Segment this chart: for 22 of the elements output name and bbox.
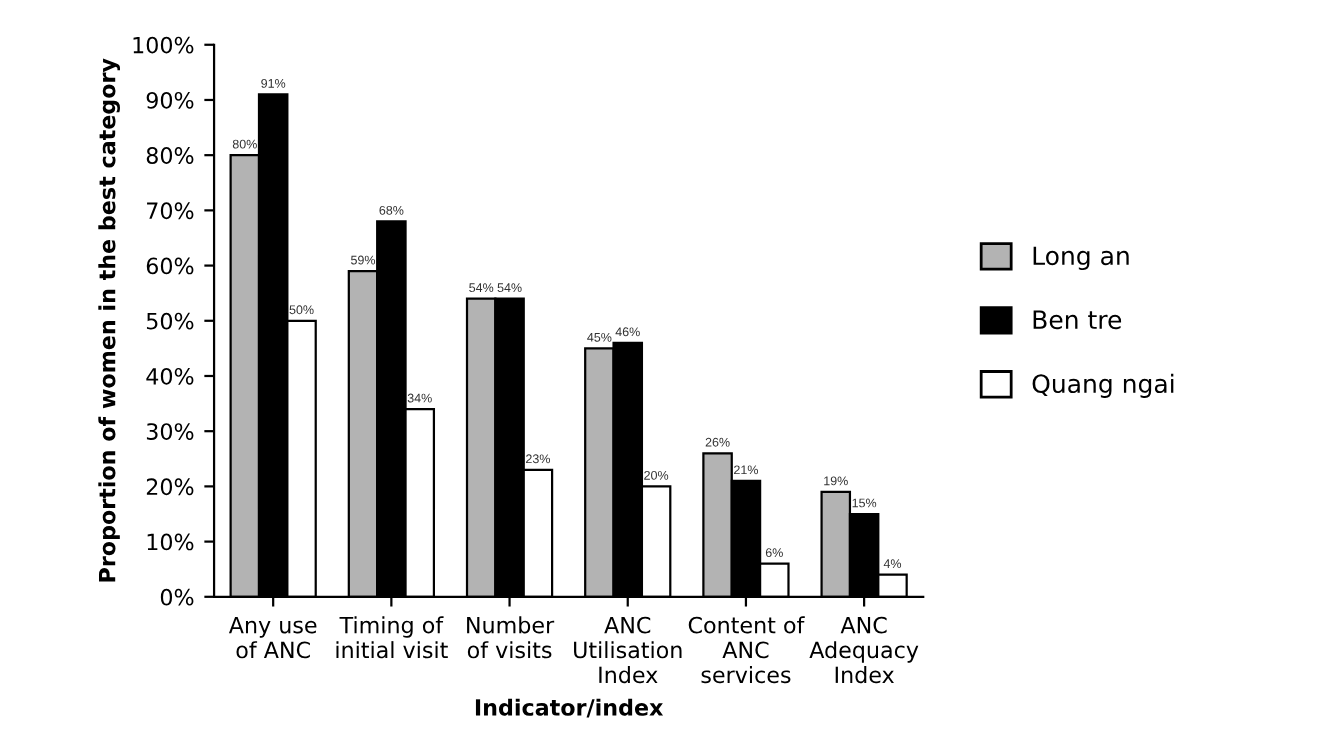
y-tick-label: 0% [160, 588, 194, 606]
y-tick-label: 60% [146, 257, 194, 275]
x-tick-label: Timing of initial visit [336, 616, 448, 659]
x-tick-label: ANC Utilisation Index [574, 616, 682, 684]
y-tick-label: 50% [146, 312, 194, 330]
x-tick-label: Any use of ANC [228, 616, 317, 659]
y-tick-label: 20% [146, 478, 194, 496]
x-axis-title: Indicator/index [475, 698, 664, 718]
y-axis-title: Proportion of women in the best category [98, 58, 120, 582]
y-tick-label: 40% [146, 367, 194, 385]
y-tick-label: 100% [133, 36, 194, 54]
y-tick-label: 80% [146, 147, 194, 164]
y-tick-label: 90% [146, 91, 194, 109]
y-tick-label: 10% [147, 533, 194, 551]
x-tick-label: ANC Adequacy Index [809, 616, 919, 684]
x-tick-label: Content of ANC services [688, 616, 805, 684]
legend-label: Ben tre [1033, 310, 1122, 330]
y-tick-label: 30% [146, 423, 194, 440]
legend-label: Quang ngai [1032, 373, 1174, 398]
x-tick-label: Number of visits [467, 616, 555, 659]
legend-label: Long an [1033, 246, 1129, 271]
y-tick-label: 70% [147, 202, 194, 220]
